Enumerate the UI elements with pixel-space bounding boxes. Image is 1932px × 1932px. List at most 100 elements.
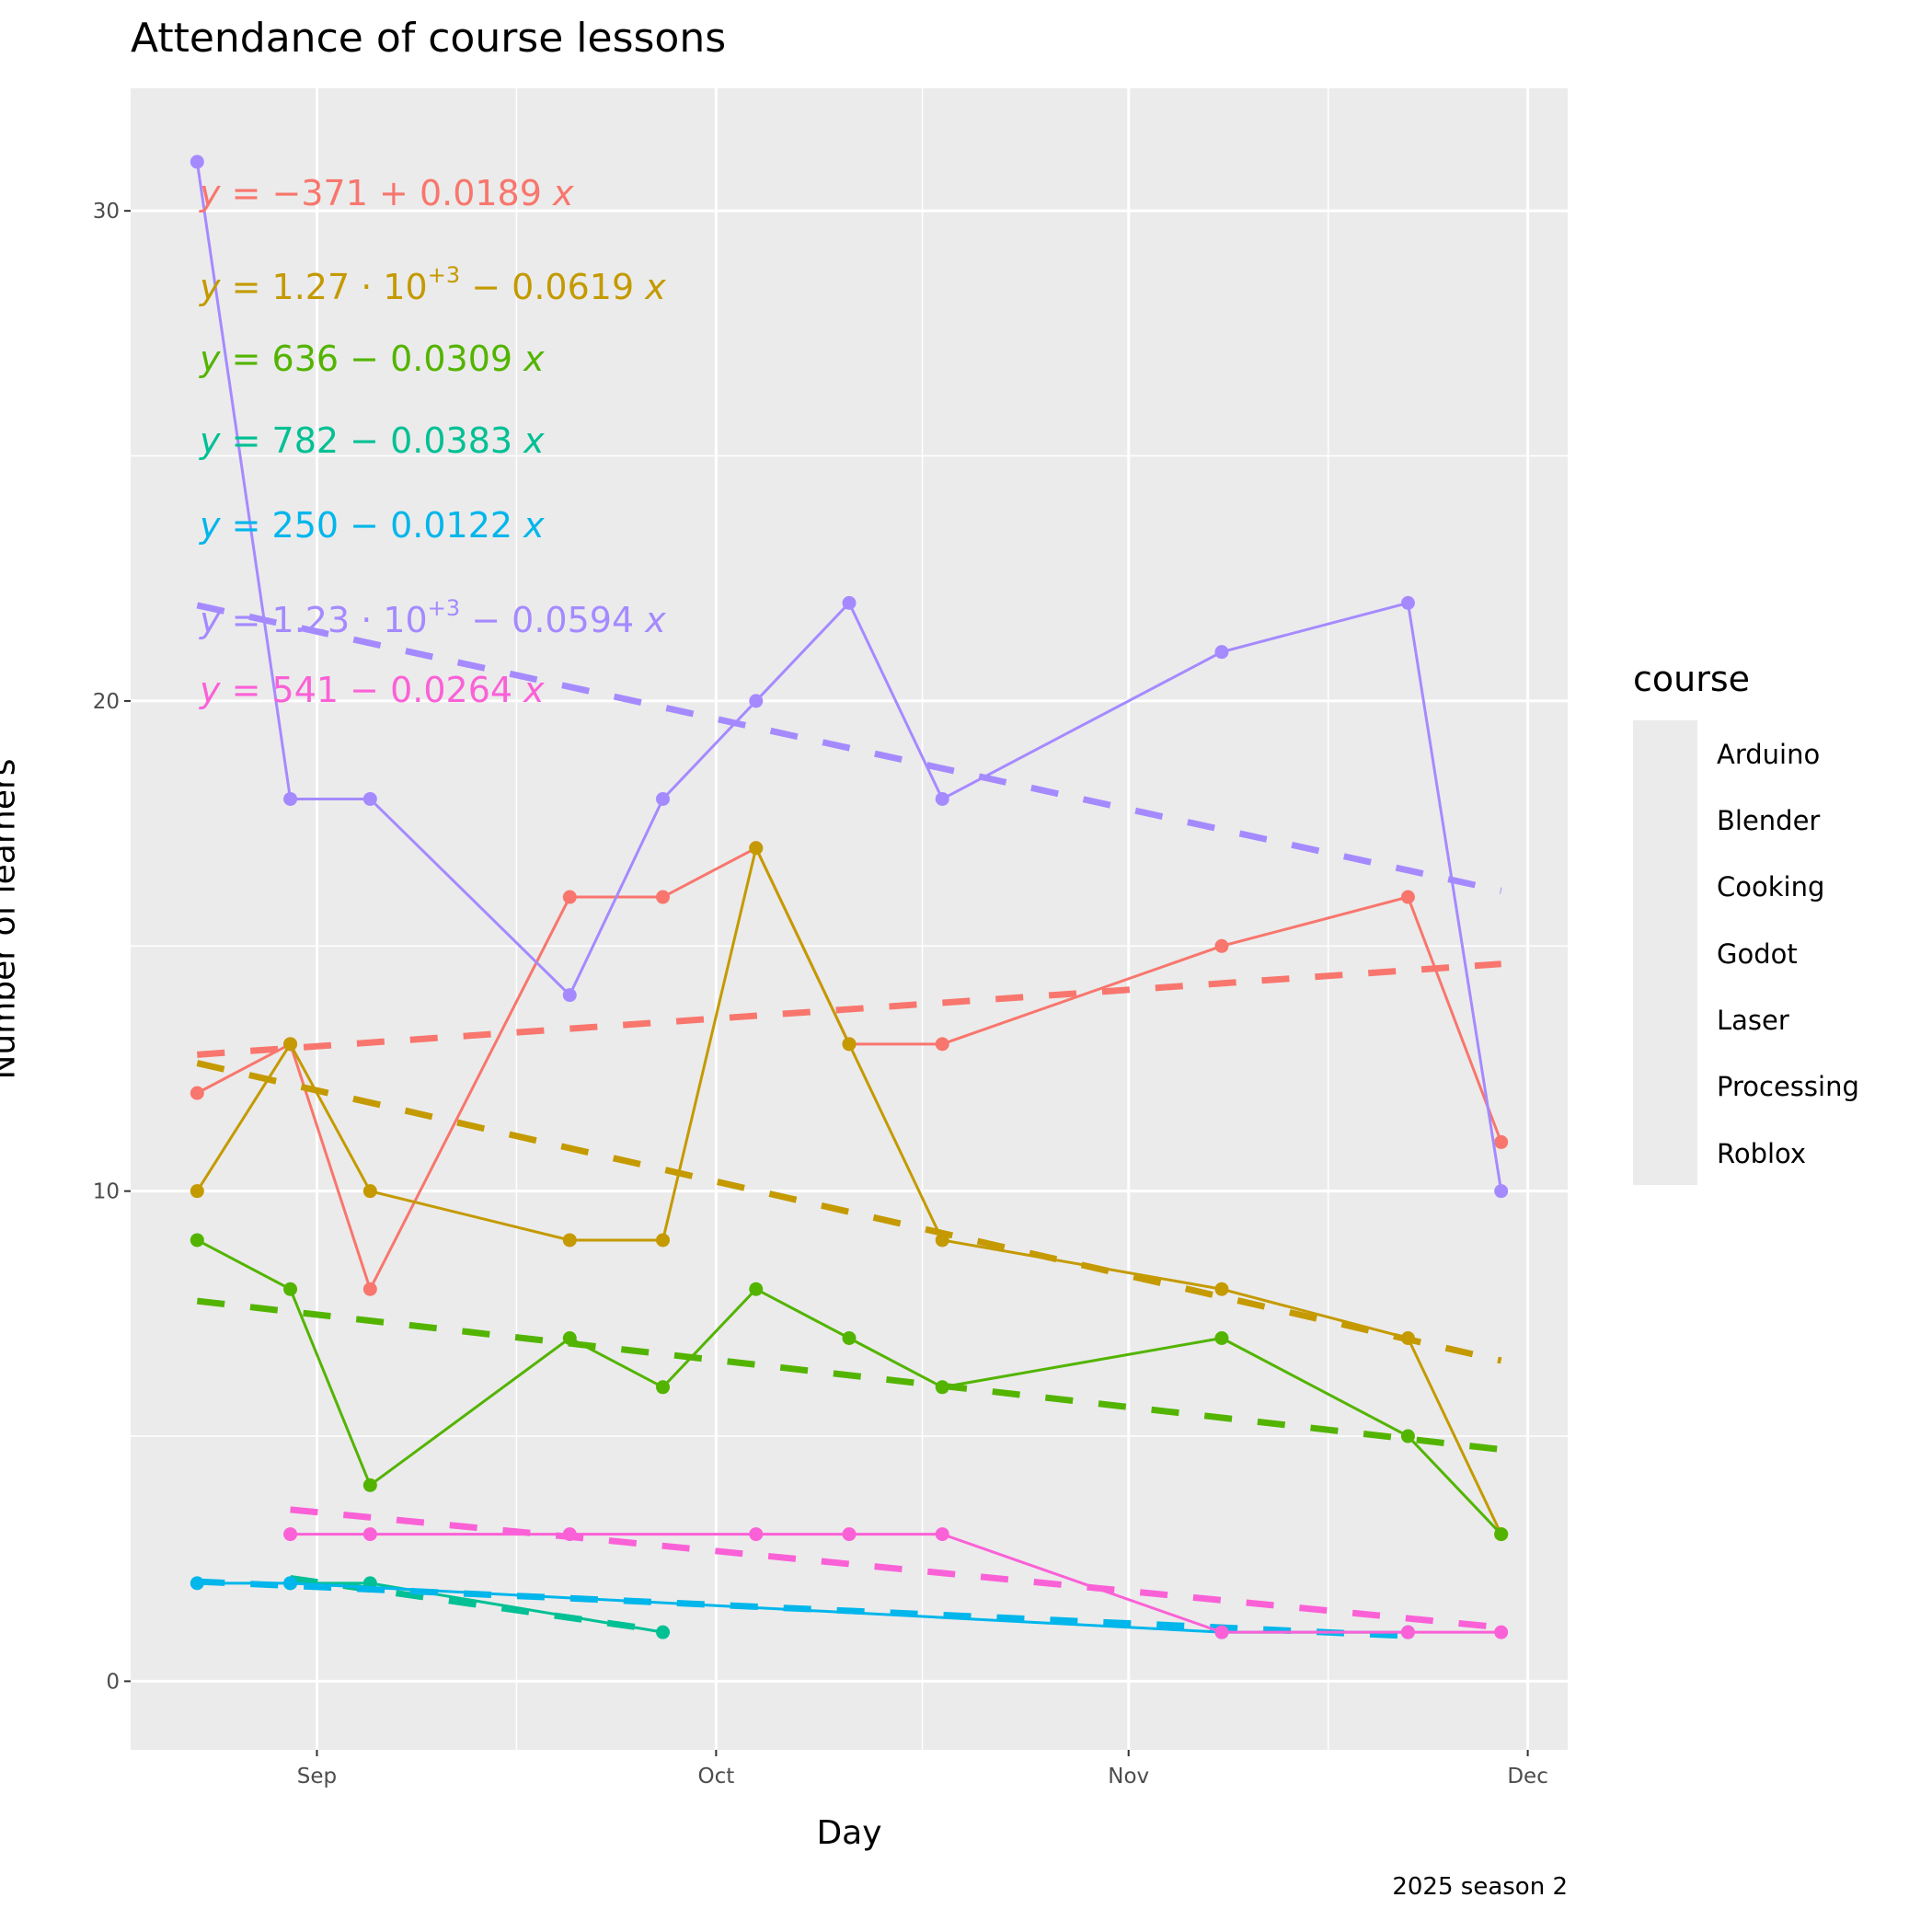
data-point xyxy=(1400,1330,1415,1345)
y-tick-label: 30 xyxy=(93,200,120,224)
legend-label-roblox: Roblox xyxy=(1717,1138,1807,1169)
data-point xyxy=(1214,645,1229,660)
data-point xyxy=(749,1527,764,1542)
x-tick-label: Sep xyxy=(297,1765,337,1788)
data-point xyxy=(190,1233,204,1248)
data-point xyxy=(1400,890,1415,904)
data-point xyxy=(842,1330,857,1345)
data-point xyxy=(656,1233,671,1248)
data-point xyxy=(1214,1330,1229,1345)
trend-line xyxy=(197,960,1501,1058)
equation-lhs: y xyxy=(200,173,221,213)
data-point xyxy=(562,988,577,1003)
equation-eq: = xyxy=(231,173,261,213)
y-tick-label: 0 xyxy=(106,1670,120,1694)
data-point xyxy=(562,1330,577,1345)
chart-caption: 2025 season 2 xyxy=(1392,1873,1568,1901)
data-point xyxy=(190,1086,204,1100)
legend-label-laser: Laser xyxy=(1717,1005,1789,1036)
equation-exp: +3 xyxy=(427,262,461,288)
equation-lhs: y xyxy=(200,339,221,379)
trend-line xyxy=(196,1060,1502,1364)
data-point xyxy=(1494,1625,1509,1639)
equation-roblox: y = 541 − 0.0264 x xyxy=(200,670,545,710)
legend-title: course xyxy=(1633,659,1751,699)
equation-eq: = xyxy=(231,267,261,307)
equation-intercept: 636 xyxy=(271,339,339,379)
legend-label-arduino: Arduino xyxy=(1717,739,1821,770)
data-point xyxy=(283,1576,298,1591)
data-point xyxy=(749,694,764,708)
equation-cooking: y = 636 − 0.0309 x xyxy=(200,339,545,379)
equation-op: − xyxy=(350,505,379,546)
data-point xyxy=(842,1037,857,1052)
data-point xyxy=(1214,938,1229,953)
data-point xyxy=(1214,1625,1229,1639)
equation-processing: y = 1.23 · 10+3 − 0.0594 x xyxy=(200,597,666,640)
data-point xyxy=(283,1282,298,1296)
x-tick-label: Oct xyxy=(697,1765,734,1788)
equation-godot: y = 782 − 0.0383 x xyxy=(200,420,545,461)
equation-lhs: y xyxy=(200,420,221,461)
equation-slope: 0.0122 xyxy=(390,505,513,546)
equation-eq: = xyxy=(231,339,261,379)
equation-intercept: 782 xyxy=(271,420,339,461)
equation-intercept: 1.27 · 10 xyxy=(271,267,428,307)
equation-slope: 0.0264 xyxy=(390,670,513,710)
equation-var: x xyxy=(645,267,666,307)
data-point xyxy=(190,1576,204,1591)
equation-slope: 0.0594 xyxy=(512,600,635,640)
equation-exp: +3 xyxy=(427,595,461,621)
data-point xyxy=(362,1282,377,1296)
y-tick-label: 10 xyxy=(93,1180,120,1204)
y-axis-title: Number of learners xyxy=(0,758,23,1080)
data-point xyxy=(935,1233,949,1248)
equation-eq: = xyxy=(231,420,261,461)
series-roblox xyxy=(283,1506,1509,1639)
y-tick-label: 20 xyxy=(93,690,120,714)
data-point xyxy=(1494,1184,1509,1199)
data-point xyxy=(283,791,298,806)
x-tick-label: Nov xyxy=(1108,1765,1149,1788)
equation-eq: = xyxy=(231,600,261,640)
equation-eq: = xyxy=(231,670,261,710)
equation-op: − xyxy=(350,339,379,379)
equation-intercept: 1.23 · 10 xyxy=(271,600,428,640)
data-point xyxy=(362,1527,377,1542)
equation-lhs: y xyxy=(200,600,221,640)
data-point xyxy=(935,1380,949,1395)
data-point xyxy=(656,1625,671,1639)
data-point xyxy=(362,1184,377,1199)
equation-slope: 0.0383 xyxy=(390,420,513,461)
data-point xyxy=(749,841,764,856)
data-point xyxy=(1400,1429,1415,1443)
legend-label-processing: Processing xyxy=(1717,1071,1859,1102)
data-point xyxy=(190,1184,204,1199)
data-point xyxy=(283,1037,298,1052)
equation-var: x xyxy=(645,600,666,640)
equation-slope: 0.0619 xyxy=(512,267,635,307)
data-point xyxy=(1400,595,1415,610)
trend-line xyxy=(290,1506,1502,1631)
equation-lhs: y xyxy=(200,670,221,710)
equation-intercept: 541 xyxy=(271,670,339,710)
data-point xyxy=(562,890,577,904)
data-point xyxy=(749,1282,764,1296)
equation-intercept: 250 xyxy=(271,505,339,546)
equation-arduino: y = −371 + 0.0189 x xyxy=(200,173,574,213)
series-cooking xyxy=(190,1233,1509,1542)
data-point xyxy=(1400,1625,1415,1639)
equation-blender: y = 1.27 · 10+3 − 0.0619 x xyxy=(200,264,666,307)
data-point xyxy=(562,1527,577,1542)
data-point xyxy=(562,1233,577,1248)
trend-line xyxy=(197,1578,1409,1639)
equation-op: − xyxy=(471,267,501,307)
equation-var: x xyxy=(523,339,545,379)
legend-key-background xyxy=(1633,720,1697,1185)
equation-laser: y = 250 − 0.0122 x xyxy=(200,505,545,546)
equation-op: − xyxy=(350,420,379,461)
x-tick-label: Dec xyxy=(1507,1765,1548,1788)
data-point xyxy=(842,1527,857,1542)
legend-label-cooking: Cooking xyxy=(1717,871,1825,903)
data-point xyxy=(935,1037,949,1052)
